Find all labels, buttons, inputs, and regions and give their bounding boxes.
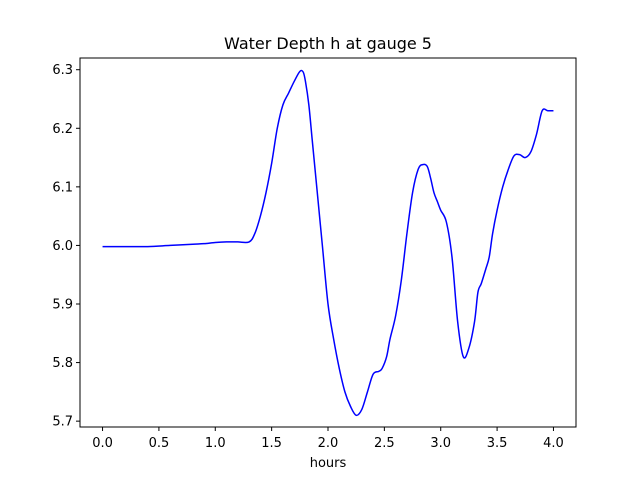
x-tick-label: 3.5 [487, 436, 508, 451]
x-tick-label: 2.0 [318, 436, 339, 451]
x-tick-label: 0.5 [149, 436, 170, 451]
y-tick-label: 6.1 [52, 180, 73, 195]
y-tick-label: 5.8 [52, 356, 73, 371]
plot-area [79, 57, 577, 428]
water-depth-line [102, 69, 554, 417]
x-tick-label: 0.0 [92, 436, 113, 451]
y-tick-label: 5.9 [52, 298, 73, 313]
x-tick-label: 1.0 [205, 436, 226, 451]
x-tick-label: 4.0 [543, 436, 564, 451]
chart-title: Water Depth h at gauge 5 [224, 34, 432, 53]
y-axis-ticks: 5.7 5.8 5.9 6.0 6.1 6.2 6.3 [52, 63, 80, 430]
y-tick-label: 6.0 [52, 239, 73, 254]
y-tick-label: 5.7 [52, 415, 73, 430]
x-axis-ticks: 0.0 0.5 1.0 1.5 2.0 2.5 3.0 3.5 4.0 [92, 427, 564, 451]
x-tick-label: 2.5 [374, 436, 395, 451]
y-tick-label: 6.3 [52, 63, 73, 78]
x-axis-label: hours [310, 456, 347, 471]
x-tick-label: 3.0 [430, 436, 451, 451]
y-tick-label: 6.2 [52, 122, 73, 137]
x-tick-label: 1.5 [261, 436, 282, 451]
